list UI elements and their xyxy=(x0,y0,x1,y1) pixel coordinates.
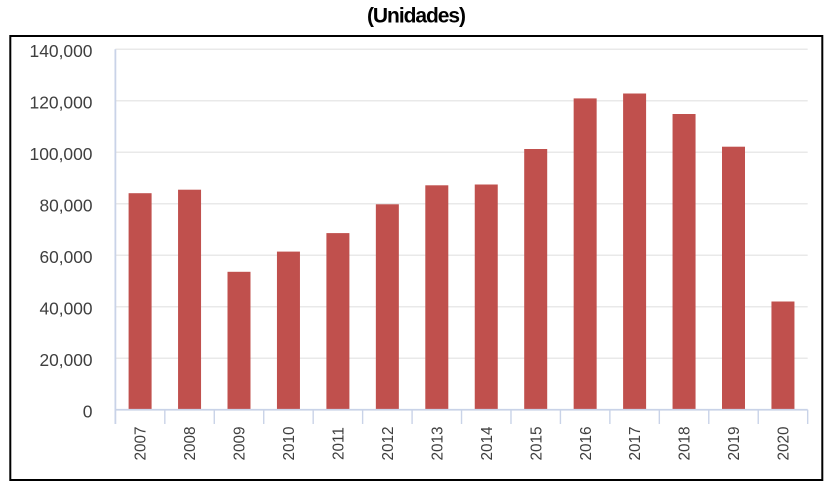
svg-text:80,000: 80,000 xyxy=(40,196,93,216)
svg-text:2019: 2019 xyxy=(726,426,743,460)
svg-text:2014: 2014 xyxy=(479,426,496,461)
svg-text:40,000: 40,000 xyxy=(40,299,93,319)
svg-text:2015: 2015 xyxy=(528,426,545,460)
svg-text:2020: 2020 xyxy=(776,426,793,460)
svg-text:140,000: 140,000 xyxy=(30,41,93,61)
svg-text:2007: 2007 xyxy=(133,426,150,460)
svg-text:100,000: 100,000 xyxy=(30,144,93,164)
svg-text:2018: 2018 xyxy=(677,426,694,460)
svg-text:2009: 2009 xyxy=(232,426,249,460)
svg-text:2013: 2013 xyxy=(429,426,446,460)
svg-text:2010: 2010 xyxy=(281,426,298,460)
svg-text:2011: 2011 xyxy=(331,427,348,460)
svg-text:2017: 2017 xyxy=(627,426,644,460)
svg-text:20,000: 20,000 xyxy=(40,350,93,370)
svg-text:2016: 2016 xyxy=(578,426,595,460)
svg-text:60,000: 60,000 xyxy=(40,247,93,267)
svg-text:(Unidades): (Unidades) xyxy=(367,5,465,28)
svg-text:0: 0 xyxy=(83,402,93,422)
svg-text:120,000: 120,000 xyxy=(30,93,93,113)
svg-text:2008: 2008 xyxy=(182,426,199,460)
svg-text:2012: 2012 xyxy=(380,426,397,460)
